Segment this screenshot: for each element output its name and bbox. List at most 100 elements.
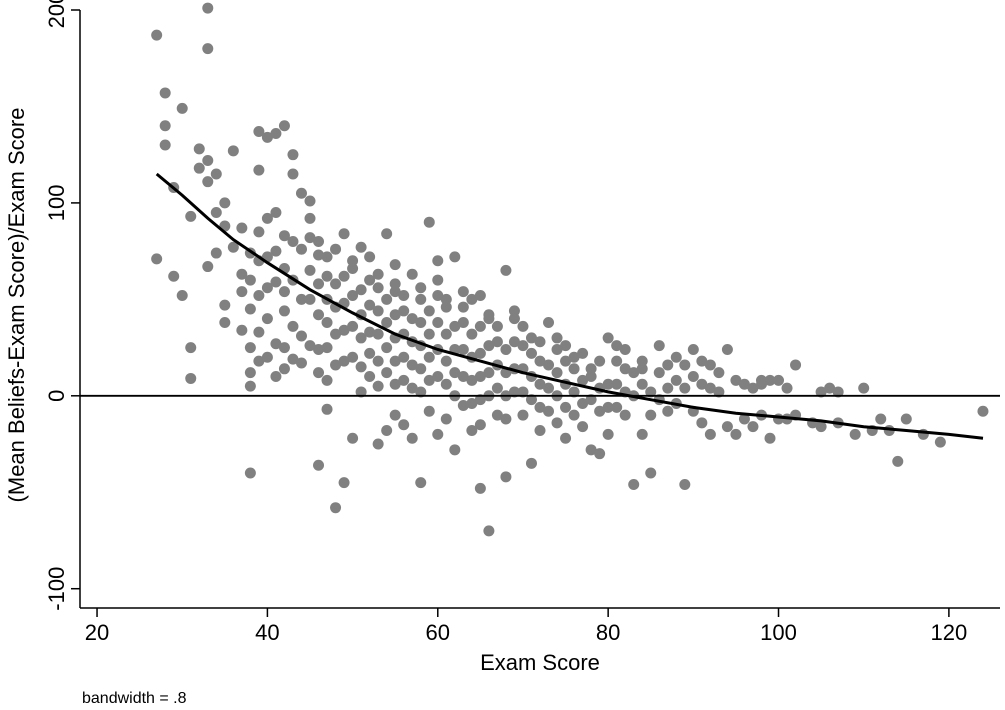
data-point: [449, 320, 461, 332]
data-point: [364, 274, 376, 286]
data-point: [440, 328, 452, 340]
data-point: [466, 328, 478, 340]
data-point: [244, 274, 256, 286]
data-point: [977, 405, 989, 417]
data-point: [721, 421, 733, 433]
data-point: [381, 367, 393, 379]
data-point: [287, 320, 299, 332]
data-point: [287, 149, 299, 161]
data-point: [543, 405, 555, 417]
data-point: [313, 235, 325, 247]
data-point: [602, 428, 614, 440]
data-point: [364, 299, 376, 311]
data-point: [321, 403, 333, 415]
data-point: [253, 289, 265, 301]
data-point: [261, 351, 273, 363]
data-point: [185, 342, 197, 354]
data-point: [508, 386, 520, 398]
data-point: [338, 228, 350, 240]
data-point: [704, 428, 716, 440]
data-point: [364, 347, 376, 359]
data-point: [466, 374, 478, 386]
data-point: [449, 251, 461, 263]
data-point: [236, 222, 248, 234]
data-point: [270, 371, 282, 383]
data-point: [347, 351, 359, 363]
data-point: [432, 274, 444, 286]
data-point: [730, 374, 742, 386]
data-point: [423, 405, 435, 417]
data-point: [721, 344, 733, 356]
data-point: [653, 340, 665, 352]
data-point: [270, 245, 282, 257]
data-point: [185, 372, 197, 384]
data-point: [381, 317, 393, 329]
data-point: [738, 378, 750, 390]
data-point: [679, 479, 691, 491]
data-point: [321, 251, 333, 263]
data-point: [372, 282, 384, 294]
data-point: [415, 363, 427, 375]
data-point: [670, 374, 682, 386]
data-point: [619, 409, 631, 421]
data-point: [415, 282, 427, 294]
data-point: [585, 444, 597, 456]
data-point: [381, 293, 393, 305]
data-point: [355, 241, 367, 253]
data-point: [713, 386, 725, 398]
data-point: [696, 417, 708, 429]
data-point: [440, 293, 452, 305]
data-point: [568, 409, 580, 421]
data-point: [227, 241, 239, 253]
data-point: [313, 249, 325, 261]
data-point: [432, 371, 444, 383]
data-point: [508, 336, 520, 348]
data-point: [415, 293, 427, 305]
data-point: [568, 386, 580, 398]
data-point: [560, 355, 572, 367]
data-point: [577, 347, 589, 359]
data-point: [278, 120, 290, 132]
data-point: [338, 355, 350, 367]
data-point: [355, 332, 367, 344]
data-point: [406, 268, 418, 280]
data-point: [662, 382, 674, 394]
data-point: [679, 382, 691, 394]
data-point: [611, 355, 623, 367]
data-point: [253, 326, 265, 338]
data-point: [875, 413, 887, 425]
y-tick-label: 100: [44, 185, 69, 222]
data-point: [330, 328, 342, 340]
data-point: [278, 305, 290, 317]
data-point: [295, 243, 307, 255]
data-point: [381, 342, 393, 354]
data-point: [261, 131, 273, 143]
data-point: [398, 305, 410, 317]
data-point: [543, 359, 555, 371]
data-point: [551, 367, 563, 379]
data-point: [151, 29, 163, 41]
data-point: [236, 286, 248, 298]
data-point: [244, 367, 256, 379]
data-point: [738, 413, 750, 425]
data-point: [355, 361, 367, 373]
data-point: [295, 187, 307, 199]
data-point: [474, 289, 486, 301]
data-point: [398, 419, 410, 431]
data-point: [696, 378, 708, 390]
data-point: [151, 253, 163, 265]
x-tick-label: 80: [596, 620, 620, 645]
data-point: [227, 145, 239, 157]
data-point: [389, 278, 401, 290]
data-point: [236, 268, 248, 280]
data-point: [449, 367, 461, 379]
data-point: [295, 293, 307, 305]
data-point: [500, 344, 512, 356]
data-point: [755, 378, 767, 390]
data-point: [636, 355, 648, 367]
data-point: [338, 270, 350, 282]
data-point: [202, 154, 214, 166]
data-point: [210, 247, 222, 259]
data-point: [261, 212, 273, 224]
data-point: [210, 168, 222, 180]
